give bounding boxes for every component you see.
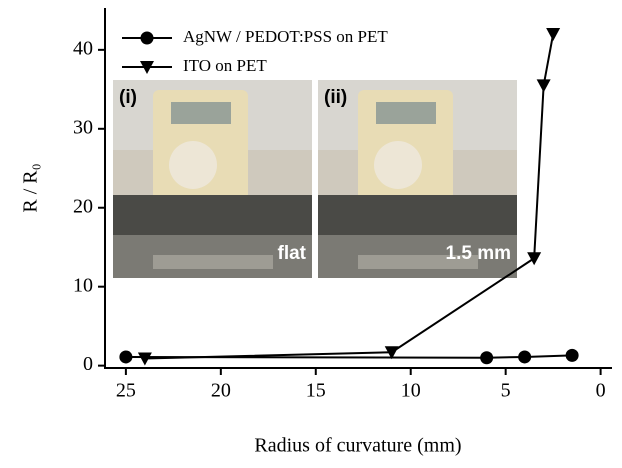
inset-dial	[169, 141, 217, 189]
y-tick-label: 20	[73, 195, 93, 217]
marker	[518, 350, 532, 364]
marker	[546, 28, 561, 42]
series-line	[125, 354, 573, 359]
y-tick-label: 0	[83, 353, 93, 375]
x-tick-label: 20	[211, 380, 231, 402]
inset-screw	[153, 255, 273, 269]
inset-label: (ii)	[324, 87, 347, 108]
marker	[536, 79, 551, 93]
inset-dial	[374, 141, 422, 189]
inset-label: (i)	[119, 87, 137, 108]
inset-caption: 1.5 mm	[446, 243, 511, 264]
legend-marker	[140, 31, 154, 45]
x-tick-label: 15	[306, 380, 326, 402]
marker	[480, 351, 494, 365]
marker	[119, 350, 133, 364]
legend-marker	[140, 61, 154, 74]
y-tick-label: 30	[73, 116, 93, 138]
y-tick-label: 40	[73, 37, 93, 59]
marker	[384, 346, 399, 360]
inset-screw	[358, 255, 478, 269]
x-tick-label: 25	[116, 380, 136, 402]
marker	[137, 352, 152, 366]
legend-label: AgNW / PEDOT:PSS on PET	[183, 27, 388, 46]
inset-stage	[318, 195, 517, 235]
legend-label: ITO on PET	[183, 56, 267, 75]
inset-caption: flat	[278, 243, 307, 264]
x-axis-label: Radius of curvature (mm)	[254, 435, 461, 457]
x-tick-label: 5	[501, 380, 511, 402]
y-tick-label: 10	[73, 274, 93, 296]
inset-display	[171, 102, 231, 124]
inset-display	[376, 102, 436, 124]
marker	[565, 348, 579, 362]
x-tick-label: 0	[596, 380, 606, 402]
marker	[527, 252, 542, 266]
x-tick-label: 10	[401, 380, 421, 402]
y-axis-label: R / R₀	[20, 163, 42, 212]
inset-stage	[113, 195, 312, 235]
